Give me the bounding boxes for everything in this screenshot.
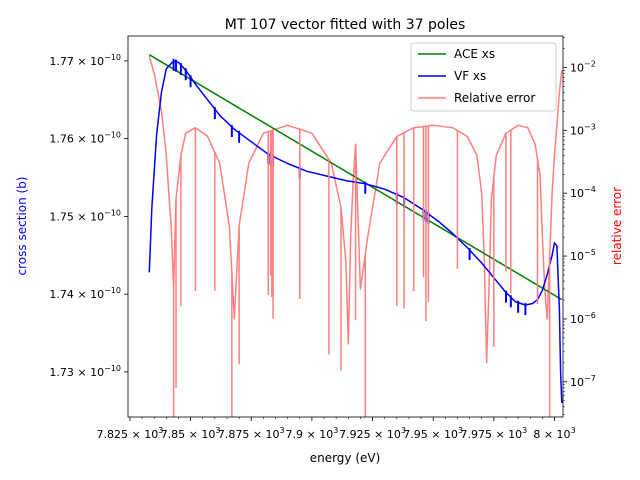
x-tick-label-exp: 3 [458, 426, 463, 435]
y-left-tick-label-base: 1.74 × 10 [49, 288, 104, 301]
x-tick-label-base: 7.925 × 10 [339, 428, 401, 441]
y-right-tick-label-exp: −4 [584, 185, 596, 194]
x-tick-label: 7.975 × 103 [460, 426, 527, 441]
x-tick-label-base: 8 × 10 [533, 428, 570, 441]
y-right-tick-label-base: 10 [570, 250, 584, 263]
series-line-relative-error [148, 56, 563, 364]
y-left-tick-label: 1.76 × 10−10 [49, 131, 121, 146]
y-right-axis: 10−710−610−510−410−310−2 [563, 37, 596, 415]
chart-title: MT 107 vector fitted with 37 poles [225, 17, 466, 33]
x-tick-label-base: 7.825 × 10 [97, 428, 159, 441]
y-right-tick-label-exp: −6 [584, 311, 596, 320]
x-tick-label-base: 7.85 × 10 [161, 428, 216, 441]
y-right-tick-label: 10−4 [570, 185, 596, 200]
y-left-tick-label-base: 1.73 × 10 [49, 366, 104, 379]
y-left-tick-label-exp: −10 [104, 131, 121, 140]
y-right-tick-label-exp: −3 [584, 122, 596, 131]
y-left-tick-label-exp: −10 [104, 364, 121, 373]
x-tick-label: 7.85 × 103 [161, 426, 221, 441]
legend-box [410, 42, 557, 112]
y-left-tick-label: 1.75 × 10−10 [49, 208, 121, 223]
x-tick-label-exp: 3 [215, 426, 220, 435]
x-tick-label-base: 7.95 × 10 [403, 428, 458, 441]
y-left-tick-label: 1.77 × 10−10 [49, 53, 121, 68]
y-right-tick-label-exp: −7 [584, 374, 596, 383]
x-tick-label-exp: 3 [280, 426, 285, 435]
x-tick-label: 8 × 103 [533, 426, 575, 441]
x-tick-label-exp: 3 [522, 426, 527, 435]
x-tick-label-base: 7.875 × 10 [218, 428, 280, 441]
series-line-vf-xs [148, 60, 563, 404]
y-right-axis-label: relative error [610, 187, 624, 265]
y-right-tick-label-exp: −2 [584, 59, 596, 68]
legend: ACE xs VF xs Relative error [410, 42, 557, 112]
y-right-tick-label-base: 10 [570, 376, 584, 389]
y-left-tick-label-base: 1.77 × 10 [49, 55, 104, 68]
x-tick-label-exp: 3 [571, 426, 576, 435]
legend-entry-ace: ACE xs [454, 47, 495, 61]
x-tick-label: 7.825 × 103 [97, 426, 164, 441]
y-right-tick-label-base: 10 [570, 124, 584, 137]
y-right-tick-label-exp: −5 [584, 248, 596, 257]
x-tick-label: 7.875 × 103 [218, 426, 285, 441]
y-right-tick-label: 10−7 [570, 374, 596, 389]
y-right-tick-label: 10−6 [570, 311, 596, 326]
y-left-tick-label-exp: −10 [104, 53, 121, 62]
y-left-tick-label-base: 1.75 × 10 [49, 210, 104, 223]
x-tick-label-exp: 3 [333, 426, 338, 435]
y-right-tick-label: 10−2 [570, 59, 596, 74]
x-tick-label: 7.95 × 103 [403, 426, 463, 441]
y-left-tick-label-exp: −10 [104, 286, 121, 295]
y-left-axis: 1.73 × 10−101.74 × 10−101.75 × 10−101.76… [49, 53, 128, 379]
x-tick-label-exp: 3 [401, 426, 406, 435]
legend-entry-vf: VF xs [454, 69, 486, 83]
legend-entry-error: Relative error [454, 91, 535, 105]
y-right-tick-label: 10−5 [570, 248, 596, 263]
x-tick-label-base: 7.975 × 10 [460, 428, 522, 441]
x-tick-label: 7.925 × 103 [339, 426, 406, 441]
y-right-tick-label: 10−3 [570, 122, 596, 137]
x-axis-label: energy (eV) [310, 451, 381, 465]
y-left-tick-label-exp: −10 [104, 208, 121, 217]
y-left-tick-label-base: 1.76 × 10 [49, 133, 104, 146]
y-left-axis-label: cross section (b) [15, 177, 29, 276]
y-right-tick-label-base: 10 [570, 313, 584, 326]
x-tick-label: 7.9 × 103 [286, 426, 339, 441]
x-tick-label-exp: 3 [158, 426, 163, 435]
plot-frame [127, 35, 564, 418]
y-left-tick-label: 1.74 × 10−10 [49, 286, 121, 301]
y-right-tick-label-base: 10 [570, 187, 584, 200]
y-right-tick-label-base: 10 [570, 61, 584, 74]
x-tick-label-base: 7.9 × 10 [286, 428, 334, 441]
y-left-tick-label: 1.73 × 10−10 [49, 364, 121, 379]
